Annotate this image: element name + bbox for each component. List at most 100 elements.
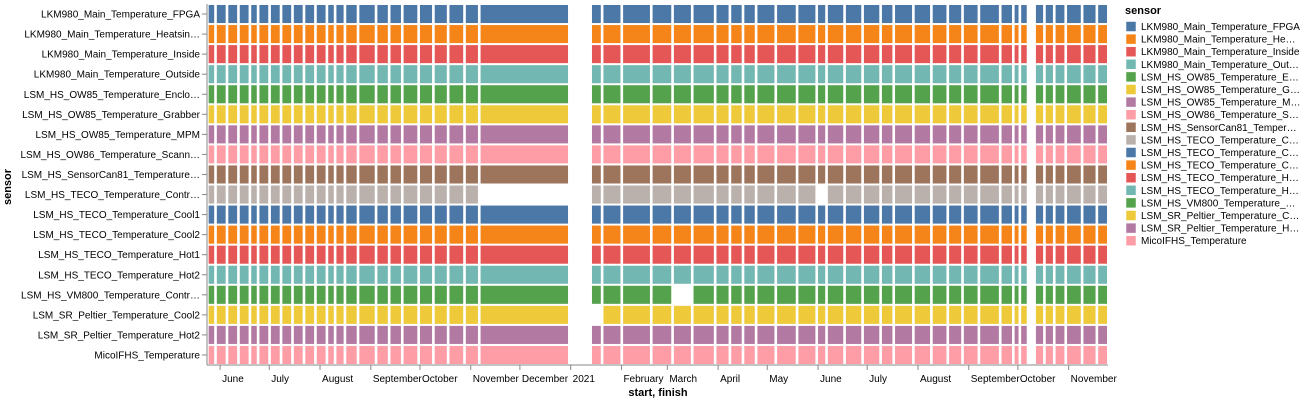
gantt-bar (845, 25, 862, 44)
gantt-bar (336, 45, 344, 64)
gantt-bar (346, 105, 357, 124)
gantt-bar (1083, 265, 1096, 284)
gantt-bar (757, 65, 775, 84)
gantt-bar (591, 165, 601, 184)
gantt-bar (434, 85, 447, 104)
gantt-bar (1014, 25, 1019, 44)
gantt-bar (449, 45, 464, 64)
gantt-bar (777, 345, 796, 364)
gantt-bar (449, 145, 464, 164)
gantt-bar (208, 205, 215, 224)
gantt-bar (744, 285, 755, 304)
legend-swatch (1125, 185, 1137, 196)
gantt-bar (228, 345, 238, 364)
gantt-bar (239, 165, 249, 184)
gantt-bar (845, 5, 862, 24)
gantt-bar (827, 145, 844, 164)
gantt-bar (777, 105, 796, 124)
gantt-bar (359, 225, 375, 244)
gantt-bar (818, 165, 826, 184)
gantt-bar (270, 285, 280, 304)
gantt-bar (403, 105, 418, 124)
gantt-bar (251, 105, 257, 124)
gantt-bar (216, 265, 226, 284)
gantt-bar (208, 345, 215, 364)
legend-swatch (1125, 134, 1137, 146)
gantt-bar (465, 45, 478, 64)
y-tick-label: LKM980_Main_Temperature_Inside (42, 50, 201, 61)
legend-label: LSM_HS_TECO_Temperature_C… (1141, 161, 1299, 172)
gantt-bar (777, 185, 796, 204)
y-tick-label: LSM_HS_OW85_Temperature_Enclo… (24, 90, 200, 101)
gantt-bar (1098, 225, 1107, 244)
gantt-bar (652, 205, 672, 224)
gantt-bar (895, 85, 913, 104)
gantt-bar (881, 185, 893, 204)
gantt-bar (914, 345, 931, 364)
gantt-bar (316, 225, 326, 244)
gantt-bar (239, 105, 249, 124)
gantt-bar (1045, 25, 1053, 44)
gantt-bar (419, 85, 433, 104)
gantt-bar (818, 65, 826, 84)
gantt-bar (336, 345, 344, 364)
gantt-bar (259, 45, 269, 64)
gantt-bar (1067, 205, 1081, 224)
gantt-bar (480, 65, 569, 84)
gantt-bar (716, 105, 729, 124)
gantt-bar (777, 65, 796, 84)
gantt-bar (731, 5, 742, 24)
gantt-bar (346, 245, 357, 264)
gantt-bar (881, 225, 893, 244)
gantt-bar (434, 205, 447, 224)
gantt-bar (623, 265, 650, 284)
gantt-bar (1021, 245, 1027, 264)
legend-label: LSM_HS_OW85_Temperature_E… (1141, 72, 1299, 83)
gantt-bar (1014, 245, 1019, 264)
gantt-bar (949, 185, 962, 204)
gantt-bar (336, 225, 344, 244)
gantt-bar (316, 85, 326, 104)
gantt-bar (827, 305, 844, 324)
gantt-bar (845, 205, 862, 224)
gantt-bar (757, 45, 775, 64)
gantt-bar (208, 125, 215, 144)
gantt-bar (818, 125, 826, 144)
gantt-bar (731, 85, 742, 104)
gantt-bar (827, 85, 844, 104)
gantt-bar (293, 305, 303, 324)
gantt-bar (1021, 5, 1027, 24)
gantt-bar (465, 245, 478, 264)
y-tick-label: LSM_HS_OW86_Temperature_Scann… (20, 150, 200, 161)
legend-swatch (1125, 210, 1137, 221)
gantt-bar (449, 105, 464, 124)
gantt-bar (346, 305, 357, 324)
gantt-bar (845, 65, 862, 84)
gantt-bar (591, 285, 601, 304)
gantt-bar (346, 65, 357, 84)
gantt-bar (328, 185, 334, 204)
gantt-bar (798, 305, 816, 324)
gantt-bar (603, 145, 621, 164)
gantt-bar (449, 325, 464, 344)
gantt-bar (731, 105, 742, 124)
gantt-bar (1098, 285, 1107, 304)
gantt-bar (591, 25, 601, 44)
gantt-bar (449, 85, 464, 104)
gantt-bar (798, 245, 816, 264)
gantt-bar (863, 185, 880, 204)
gantt-bar (359, 5, 375, 24)
gantt-bar (914, 245, 931, 264)
gantt-bar (480, 225, 569, 244)
gantt-bar (208, 305, 215, 324)
gantt-bar (798, 45, 816, 64)
gantt-bar (603, 165, 621, 184)
gantt-bar (208, 25, 215, 44)
gantt-bar (798, 345, 816, 364)
gantt-bar (652, 245, 672, 264)
gantt-bar (1021, 305, 1027, 324)
gantt-bar (1067, 125, 1081, 144)
gantt-bar (1045, 205, 1053, 224)
gantt-bar (914, 225, 931, 244)
gantt-bar (827, 265, 844, 284)
